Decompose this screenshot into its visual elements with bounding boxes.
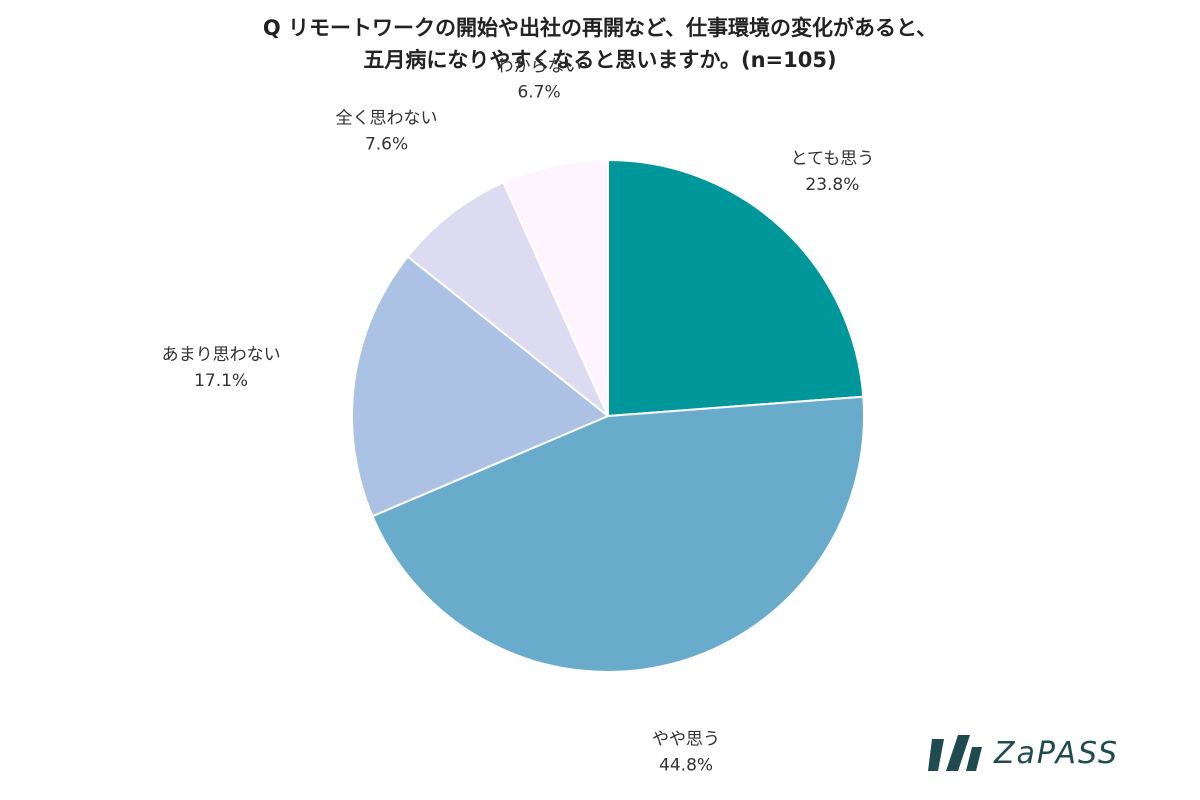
pie-slice-value-5: 6.7% xyxy=(517,82,560,102)
pie-slice-value-4: 7.6% xyxy=(365,134,408,154)
chart-title: Q リモートワークの開始や出社の再開など、仕事環境の変化があると、 五月病になり… xyxy=(0,12,1200,76)
pie-slice-label-5: わからない xyxy=(497,56,582,76)
pie-slices xyxy=(351,158,865,673)
pie-slice-value-3: 17.1% xyxy=(194,371,248,391)
pie-slice-label-4: 全く思わない xyxy=(336,108,438,128)
chart-title-line-1: Q リモートワークの開始や出社の再開など、仕事環境の変化があると、 xyxy=(262,16,938,40)
pie-slice-label-3: あまり思わない xyxy=(162,345,281,365)
zapass-logo-text: ZaPASS xyxy=(994,735,1120,771)
zapass-logo: ZaPASS xyxy=(928,728,1128,778)
chart-title-line-2: 五月病になりやすくなると思いますか。(n=105) xyxy=(363,48,837,72)
pie-slice-5 xyxy=(502,158,609,417)
pie-slice-value-2: 44.8% xyxy=(659,756,713,776)
pie-labels: とても思う 23.8% やや思う 44.8% あまり思わない 17.1% 全く思わない 7.6… xyxy=(162,56,875,775)
pie-slice-value-1: 23.8% xyxy=(805,175,859,195)
pie-slice-label-1: とても思う xyxy=(791,149,875,169)
pie-slice-4 xyxy=(406,181,609,417)
pie-slice-1 xyxy=(607,158,865,418)
pie-slice-2 xyxy=(371,395,865,673)
pie-slice-label-2: やや思う xyxy=(652,730,720,750)
zapass-logo-mark-icon xyxy=(928,735,982,771)
pie-slice-3 xyxy=(351,255,610,518)
